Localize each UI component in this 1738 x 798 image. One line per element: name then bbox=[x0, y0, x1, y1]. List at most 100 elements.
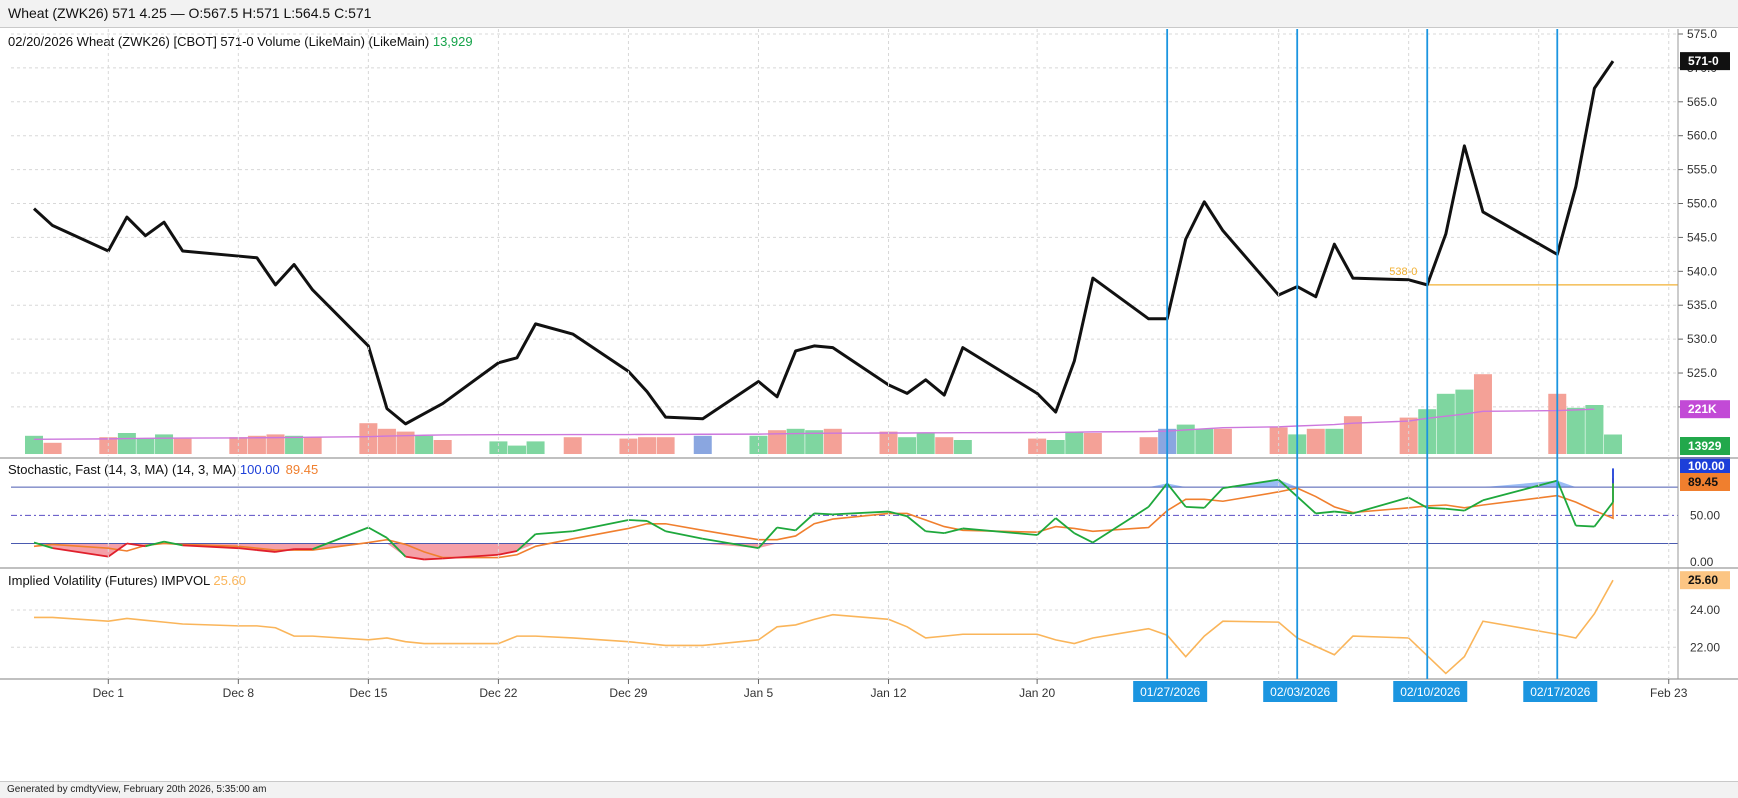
volume-bar bbox=[563, 437, 582, 454]
stochastic-d-tag-bg bbox=[1680, 473, 1730, 491]
volume-bar bbox=[953, 440, 972, 454]
date-marker-label: 02/17/2026 bbox=[1530, 685, 1590, 699]
stochastic-d-tag: 89.45 bbox=[1688, 475, 1718, 489]
volume-bar bbox=[1046, 440, 1065, 454]
stochastic-k-segment bbox=[367, 526, 388, 539]
stochastic-k-segment bbox=[1055, 517, 1075, 534]
stochastic-k-segment bbox=[1203, 487, 1224, 509]
volume-bar bbox=[1585, 405, 1604, 454]
stochastic-k-segment bbox=[516, 533, 537, 552]
volume-bar bbox=[1399, 417, 1418, 454]
volume-bar bbox=[1028, 438, 1047, 454]
volume-bar bbox=[693, 435, 712, 454]
x-tick-label: Jan 5 bbox=[744, 686, 774, 700]
stochastic-title: Stochastic, Fast (14, 3, MA) (14, 3, MA)… bbox=[8, 462, 318, 477]
date-marker-tag bbox=[1393, 681, 1468, 702]
price-tick-label: 530.0 bbox=[1687, 332, 1717, 346]
volume-bar bbox=[1083, 433, 1102, 454]
chart-area[interactable]: 520.0525.0530.0535.0540.0545.0550.0555.0… bbox=[0, 29, 1738, 781]
stochastic-k-segment bbox=[145, 540, 165, 548]
volume-bar bbox=[526, 441, 545, 454]
stochastic-k-segment bbox=[442, 553, 499, 560]
price-panel[interactable]: 520.0525.0530.0535.0540.0545.0550.0555.0… bbox=[0, 29, 1738, 456]
stochastic-k-segment bbox=[1147, 482, 1168, 508]
volume-bar bbox=[805, 430, 824, 454]
volume-bar bbox=[507, 445, 526, 454]
volume-bar bbox=[136, 438, 155, 454]
stochastic-k-segment bbox=[776, 526, 796, 532]
x-tick-label: Feb 23 bbox=[1650, 686, 1688, 700]
volume-value: 13,929 bbox=[433, 34, 473, 49]
volume-bar bbox=[1195, 428, 1214, 454]
volume-bar bbox=[638, 437, 657, 454]
stochastic-k-segment bbox=[1166, 482, 1187, 508]
x-tick-label: Jan 20 bbox=[1019, 686, 1055, 700]
stochastic-k-segment bbox=[1334, 510, 1354, 515]
volume-bar bbox=[377, 428, 396, 454]
stochastic-panel[interactable]: 0.00 50.00 Stochastic, Fast (14, 3, MA) (1… bbox=[0, 457, 1738, 569]
date-marker-tag bbox=[1523, 681, 1598, 702]
volume-bar bbox=[619, 438, 638, 454]
volume-bar bbox=[1139, 437, 1158, 454]
window-title: Wheat (ZWK26) 571 4.25 — O:567.5 H:571 L… bbox=[8, 5, 372, 21]
stochastic-k-segment bbox=[1036, 517, 1057, 536]
volume-average-line bbox=[33, 408, 1595, 440]
stochastic-k-segment bbox=[665, 530, 703, 540]
reference-line-label: 538-0 bbox=[1389, 266, 1417, 278]
volume-last-tag: 13929 bbox=[1688, 439, 1722, 453]
volume-bar bbox=[433, 440, 452, 454]
volume-bar bbox=[898, 437, 917, 454]
price-tick-label: 535.0 bbox=[1687, 298, 1717, 312]
stochastic-tick-label: 50.00 bbox=[1690, 508, 1720, 522]
volume-bar bbox=[1343, 416, 1362, 454]
volume-average-tag: 221K bbox=[1688, 402, 1717, 416]
stochastic-k-segment bbox=[1593, 501, 1614, 528]
stochastic-k-tag-bg bbox=[1680, 457, 1730, 475]
volume-bar bbox=[285, 435, 304, 454]
price-tick-label: 555.0 bbox=[1687, 163, 1717, 177]
stochastic-k-segment bbox=[888, 510, 908, 518]
volume-bar bbox=[1436, 393, 1455, 454]
panel-background bbox=[0, 569, 1738, 679]
implied-volatility-panel[interactable]: 22.00 24.00 Implied Volatility (Futures) I… bbox=[0, 569, 1738, 679]
stochastic-k-segment bbox=[1482, 479, 1558, 502]
date-marker-label: 01/27/2026 bbox=[1140, 685, 1200, 699]
stochastic-k-segment bbox=[386, 537, 407, 558]
stochastic-k-segment bbox=[1463, 499, 1484, 512]
volume-bar bbox=[656, 437, 675, 454]
stochastic-k-segment bbox=[628, 519, 648, 522]
x-tick-label: Jan 12 bbox=[871, 686, 907, 700]
volume-bar bbox=[155, 434, 174, 454]
stochastic-k-segment bbox=[405, 555, 425, 561]
volume-last-tag-bg bbox=[1680, 437, 1730, 455]
x-tick-label: Dec 22 bbox=[479, 686, 517, 700]
stochastic-k-segment bbox=[1073, 532, 1094, 544]
price-tick-label: 540.0 bbox=[1687, 264, 1717, 278]
volume-bar bbox=[489, 441, 508, 454]
stochastic-k-segment bbox=[925, 530, 945, 535]
price-tick-label: 525.0 bbox=[1687, 366, 1717, 380]
stochastic-k-segment bbox=[182, 544, 239, 550]
stochastic-k-segment bbox=[33, 541, 53, 550]
volume-bar bbox=[768, 430, 787, 454]
volume-bar bbox=[879, 431, 898, 454]
volume-bar bbox=[823, 428, 842, 454]
volume-bar bbox=[1306, 428, 1325, 454]
stochastic-k-segment bbox=[944, 527, 964, 535]
stochastic-k-segment bbox=[1185, 505, 1205, 509]
volume-bar bbox=[1176, 424, 1195, 454]
volume-bar bbox=[117, 433, 136, 454]
last-price-tag: 571-0 bbox=[1688, 54, 1719, 68]
volume-bar bbox=[1269, 427, 1288, 454]
price-tick-label: 550.0 bbox=[1687, 197, 1717, 211]
volume-bar bbox=[786, 428, 805, 454]
volume-bar bbox=[396, 431, 415, 454]
stochastic-k-segment bbox=[757, 526, 778, 549]
volume-bar bbox=[173, 438, 192, 454]
stochastic-k-segment bbox=[1092, 506, 1150, 544]
panel-background bbox=[0, 29, 1738, 456]
stochastic-k-segment bbox=[498, 550, 518, 556]
volume-bar bbox=[415, 435, 434, 454]
volume-bar bbox=[266, 434, 285, 454]
volume-bar bbox=[1566, 407, 1585, 454]
